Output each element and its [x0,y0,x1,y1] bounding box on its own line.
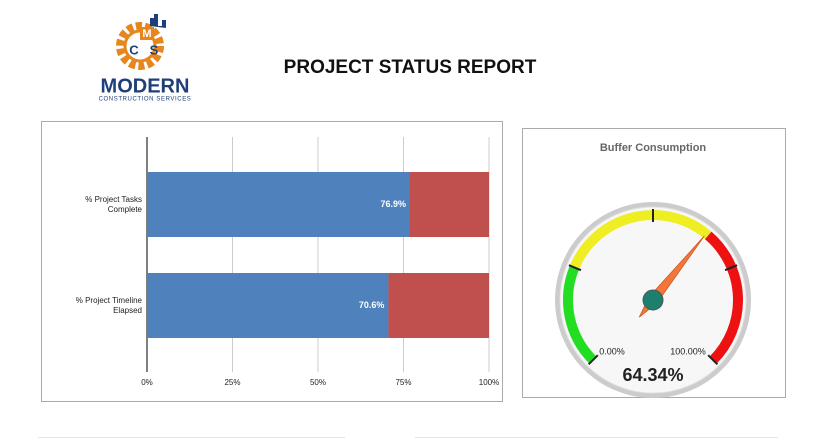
y-label-box: % Project Tasks Complete [85,194,142,214]
value-label: 70.6% [359,300,385,310]
bar-segment [388,273,489,338]
logo-box [140,27,154,40]
value-label: 76.9% [380,199,406,209]
y-tick-label: % Project Tasks Complete [85,194,142,214]
y-label-box: % Project Timeline Elapsed [75,295,142,315]
logo-letter: M [142,28,151,40]
gauge-tick [707,354,719,366]
bar-segment [147,172,410,237]
x-tick-label: 100% [479,378,499,387]
page-title: PROJECT STATUS REPORT [284,57,537,78]
gauge-tick [568,264,582,272]
logo-name: MODERN [101,75,190,97]
x-tick-label: 25% [224,378,240,387]
logo: M C S MODERN CONSTRUCTION SERVICES [99,14,192,103]
y-tick-label: % Project Timeline Elapsed [75,295,142,315]
x-tick-label: 75% [395,378,411,387]
x-tick-label: 50% [310,378,326,387]
bar-panel [41,121,503,402]
gauge-band [563,265,597,364]
needle-hub [642,289,664,311]
gauge-tick [587,354,599,366]
gauge-title: Buffer Consumption [600,142,707,154]
bar-segment [409,172,489,237]
logo-gear [116,22,164,70]
x-tick-label: 0% [141,378,153,387]
logo-letter: S [150,42,159,57]
gauge-band [569,210,712,270]
bar-segment [147,273,389,338]
range-label: 100.00% [670,346,706,356]
gauge-band [704,231,743,364]
gauge-value: 64.34% [622,365,683,385]
logo-letter: C [129,42,139,57]
gauge-tick [724,264,738,272]
logo-skyline [150,14,166,28]
logo-tagline: CONSTRUCTION SERVICES [99,97,192,103]
range-label: 0.00% [599,346,625,356]
